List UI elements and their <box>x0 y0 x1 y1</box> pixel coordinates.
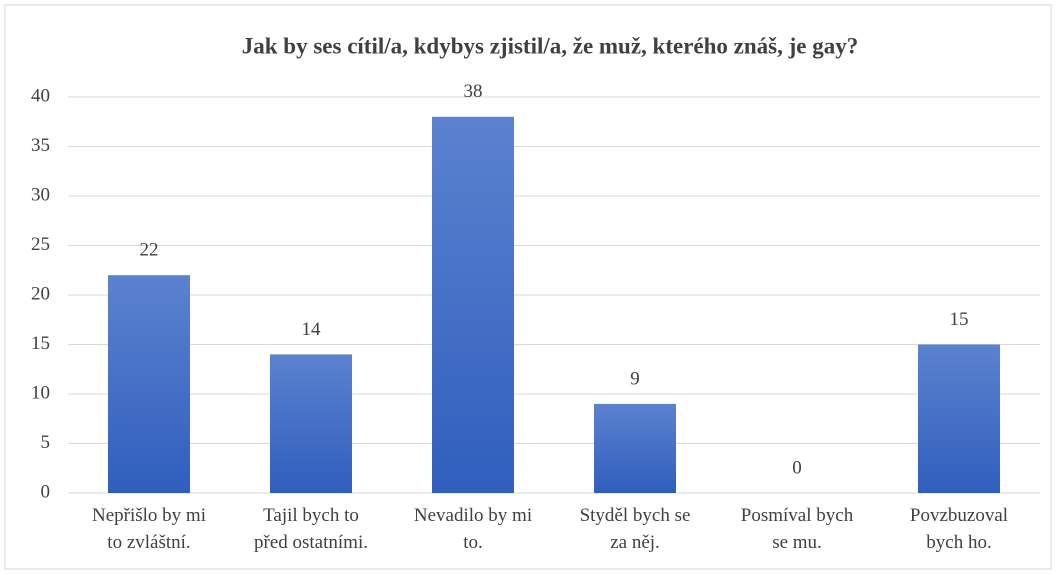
y-tick-label: 35 <box>31 135 50 156</box>
bar <box>432 116 514 494</box>
y-tick-label: 10 <box>31 382 50 403</box>
x-tick-label: Styděl bych se za něj. <box>579 505 691 553</box>
data-label: 14 <box>302 319 322 340</box>
y-tick-label: 0 <box>41 481 51 502</box>
x-tick-label: Povzbuzoval bych ho. <box>909 505 1009 553</box>
bar <box>594 403 676 493</box>
bar <box>108 275 190 493</box>
y-tick-label: 5 <box>41 432 51 453</box>
bar <box>918 344 1000 493</box>
data-label: 15 <box>950 309 969 330</box>
x-tick-label: Tajil bych to před ostatními. <box>254 505 368 553</box>
chart-title: Jak by ses cítil/a, kdybys zjistil/a, že… <box>242 33 859 58</box>
y-tick-label: 25 <box>31 234 50 255</box>
x-tick-label: Nevadilo by mi to. <box>413 505 533 553</box>
data-label: 22 <box>140 240 159 261</box>
data-label: 9 <box>630 368 640 389</box>
bar <box>270 354 352 493</box>
x-tick-label: Posmíval bych se mu. <box>740 505 854 553</box>
data-label: 38 <box>464 81 483 102</box>
y-tick-label: 40 <box>31 85 50 106</box>
y-tick-label: 20 <box>31 283 50 304</box>
data-label: 0 <box>792 457 802 478</box>
y-tick-label: 30 <box>31 184 50 205</box>
x-tick-label: Nepřišlo by mi to zvláštní. <box>92 505 206 553</box>
y-tick-label: 15 <box>31 333 50 354</box>
